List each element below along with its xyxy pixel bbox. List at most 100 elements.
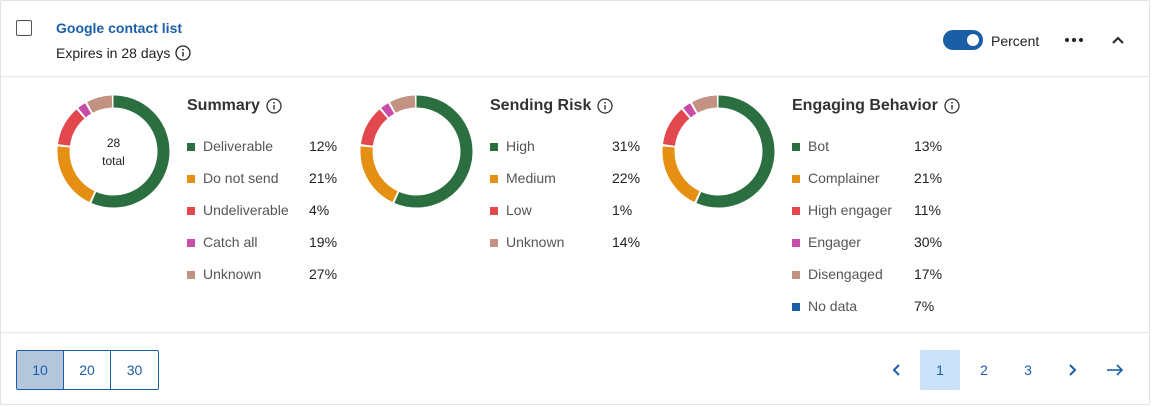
legend-swatch — [490, 143, 498, 151]
legend-value: 21% — [309, 170, 338, 186]
footer-divider — [1, 332, 1149, 333]
arrow-right-icon — [1107, 364, 1124, 376]
legend-item: Do not send 21% — [187, 170, 347, 202]
chevron-right-icon — [1069, 364, 1077, 376]
legend-swatch — [792, 207, 800, 215]
more-options-icon[interactable] — [1063, 31, 1085, 49]
header-divider — [1, 76, 1149, 77]
info-icon[interactable] — [266, 98, 282, 114]
last-page-button[interactable] — [1095, 350, 1135, 390]
legend-swatch — [490, 239, 498, 247]
panel-title-text: Engaging Behavior — [792, 97, 938, 114]
next-page-button[interactable] — [1052, 350, 1092, 390]
page-size-button[interactable]: 30 — [111, 351, 158, 389]
panel-title: Engaging Behavior — [792, 97, 960, 115]
legend-item: High engager 11% — [792, 202, 952, 234]
legend-item: High 31% — [490, 138, 650, 170]
legend-swatch — [792, 271, 800, 279]
legend-swatch — [792, 303, 800, 311]
legend-item: Bot 13% — [792, 138, 952, 170]
legend-value: 30% — [914, 234, 943, 250]
donut-center: 28 total — [56, 94, 171, 209]
legend-value: 27% — [309, 266, 338, 282]
legend-value: 19% — [309, 234, 338, 250]
donut-segment — [57, 95, 170, 208]
legend-label: No data — [808, 298, 858, 314]
legend-item: Medium 22% — [490, 170, 650, 202]
donut-segment — [662, 95, 775, 208]
select-checkbox[interactable] — [16, 20, 32, 36]
legend-value: 13% — [914, 138, 943, 154]
legend-label: Medium — [506, 170, 556, 186]
legend-value: 14% — [612, 234, 641, 250]
donut-total-label: total — [102, 153, 125, 168]
toggle-knob — [967, 34, 979, 46]
sending-risk-legend: High 31% Medium 22% Low 1% Unknown 14% — [490, 138, 650, 266]
legend-label: Unknown — [506, 234, 565, 250]
legend-label: Low — [506, 202, 532, 218]
legend-item: Undeliverable 4% — [187, 202, 347, 234]
panel-title-text: Summary — [187, 97, 260, 114]
percent-toggle[interactable] — [943, 30, 983, 50]
legend-label: High — [506, 138, 535, 154]
info-icon[interactable] — [175, 45, 192, 61]
legend-value: 22% — [612, 170, 641, 186]
legend-value: 4% — [309, 202, 330, 218]
legend-item: Deliverable 12% — [187, 138, 347, 170]
legend-item: Catch all 19% — [187, 234, 347, 266]
info-icon[interactable] — [944, 98, 960, 114]
toggle-label: Percent — [991, 33, 1040, 49]
legend-label: Bot — [808, 138, 830, 154]
legend-swatch — [187, 207, 195, 215]
prev-page-button[interactable] — [877, 350, 917, 390]
expires-text: Expires in 28 days — [56, 45, 171, 61]
page-size-selector: 10 20 30 — [16, 350, 159, 390]
page-button[interactable]: 1 — [920, 350, 960, 390]
legend-label: Catch all — [203, 234, 258, 250]
info-icon[interactable] — [597, 98, 614, 114]
legend-item: Complainer 21% — [792, 170, 952, 202]
legend-item: Unknown 14% — [490, 234, 650, 266]
panel-title-text: Sending Risk — [490, 97, 592, 114]
sending-risk-donut-chart — [360, 95, 473, 208]
legend-value: 11% — [914, 202, 941, 218]
page-size-button[interactable]: 20 — [64, 351, 111, 389]
donut-segment — [360, 95, 473, 208]
legend-item: Low 1% — [490, 202, 650, 234]
legend-swatch — [490, 207, 498, 215]
list-title[interactable]: Google contact list — [56, 20, 183, 36]
legend-swatch — [187, 175, 195, 183]
legend-label: Undeliverable — [203, 202, 289, 218]
legend-label: Disengaged — [808, 266, 883, 282]
legend-value: 21% — [914, 170, 943, 186]
legend-swatch — [792, 239, 800, 247]
legend-swatch — [187, 239, 195, 247]
donut-segment — [57, 95, 170, 208]
page-button[interactable]: 3 — [1024, 362, 1032, 378]
panel-title: Summary — [187, 97, 282, 115]
donut-segment — [360, 95, 473, 208]
chevron-up-icon[interactable] — [1109, 31, 1127, 49]
engaging-behavior-legend: Bot 13% Complainer 21% High engager 11% Engage… — [792, 138, 952, 330]
legend-swatch — [490, 175, 498, 183]
donut-total-count: 28 — [106, 135, 121, 150]
legend-label: Complainer — [808, 170, 880, 186]
page-size-button[interactable]: 10 — [17, 351, 64, 389]
legend-item: Engager 30% — [792, 234, 952, 266]
legend-value: 31% — [612, 138, 641, 154]
legend-value: 17% — [914, 266, 943, 282]
legend-label: Deliverable — [203, 138, 274, 154]
legend-swatch — [792, 175, 800, 183]
engaging-behavior-donut-chart — [662, 95, 775, 208]
chevron-left-icon — [892, 364, 900, 376]
legend-label: Do not send — [203, 170, 279, 186]
legend-swatch — [187, 143, 195, 151]
legend-label: Unknown — [203, 266, 262, 282]
legend-value: 12% — [309, 138, 338, 154]
legend-swatch — [187, 271, 195, 279]
expires-row: Expires in 28 days — [56, 45, 192, 61]
summary-legend: Deliverable 12% Do not send 21% Undeliverabl… — [187, 138, 347, 298]
legend-swatch — [792, 143, 800, 151]
page-button[interactable]: 2 — [980, 362, 988, 378]
